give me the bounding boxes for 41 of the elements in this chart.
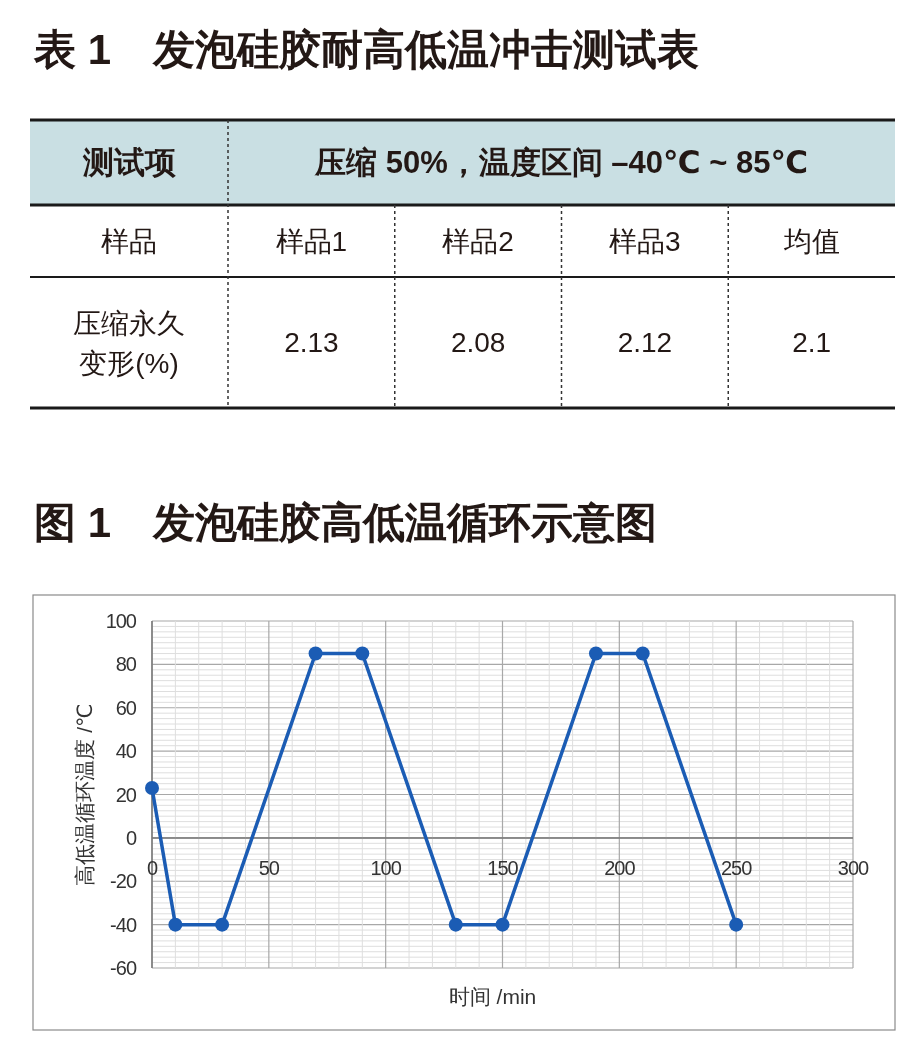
point	[495, 917, 510, 932]
y-tick-label: -40	[110, 913, 137, 936]
x-tick-label: 50	[258, 856, 280, 879]
data-label: 2.1	[792, 327, 832, 358]
text: 表 1 发泡硅胶耐高低温冲击测试表	[33, 26, 700, 73]
y-tick-label: 60	[115, 696, 137, 719]
category-label: 样品3	[609, 225, 681, 257]
data-label: 2.08	[450, 327, 506, 358]
category-label: 样品2	[442, 225, 514, 257]
point	[635, 646, 650, 661]
x-tick-label: 100	[370, 856, 402, 879]
y-tick-label: 100	[105, 610, 137, 632]
point	[588, 646, 603, 661]
text: 压缩永久变形(%)	[73, 307, 185, 378]
chart-title: 图 1 发泡硅胶高低温循环示意图	[34, 499, 658, 546]
y-tick-label: 0	[125, 826, 137, 849]
text: 测试项	[81, 145, 176, 180]
point	[215, 917, 230, 932]
point	[448, 917, 463, 932]
point	[145, 780, 159, 795]
y-tick-label: -60	[110, 957, 137, 979]
x-tick-label: 250	[720, 856, 753, 879]
data-label: 2.13	[284, 327, 339, 358]
y-tick-label: 40	[115, 740, 137, 763]
point	[308, 646, 323, 661]
y-axis-title: 高低温循环温度 /℃	[72, 703, 96, 886]
x-tick-label: 300	[837, 856, 870, 879]
x-tick-label: 200	[604, 856, 636, 879]
point	[355, 646, 370, 661]
point	[168, 917, 183, 932]
y-tick-label: -20	[110, 870, 137, 893]
text: 样品	[101, 225, 157, 257]
text: 压缩 50%，温度区间 –40℃ ~ 85℃	[314, 145, 808, 180]
data-label: 2.12	[617, 327, 673, 358]
category-label: 均值	[782, 225, 840, 257]
y-tick-label: 80	[115, 653, 137, 676]
y-tick-label: 20	[115, 783, 137, 806]
x-axis-title: 时间 /min	[448, 984, 537, 1008]
category-label: 样品1	[275, 225, 348, 257]
point	[729, 917, 744, 932]
x-tick-label: 150	[487, 856, 519, 879]
